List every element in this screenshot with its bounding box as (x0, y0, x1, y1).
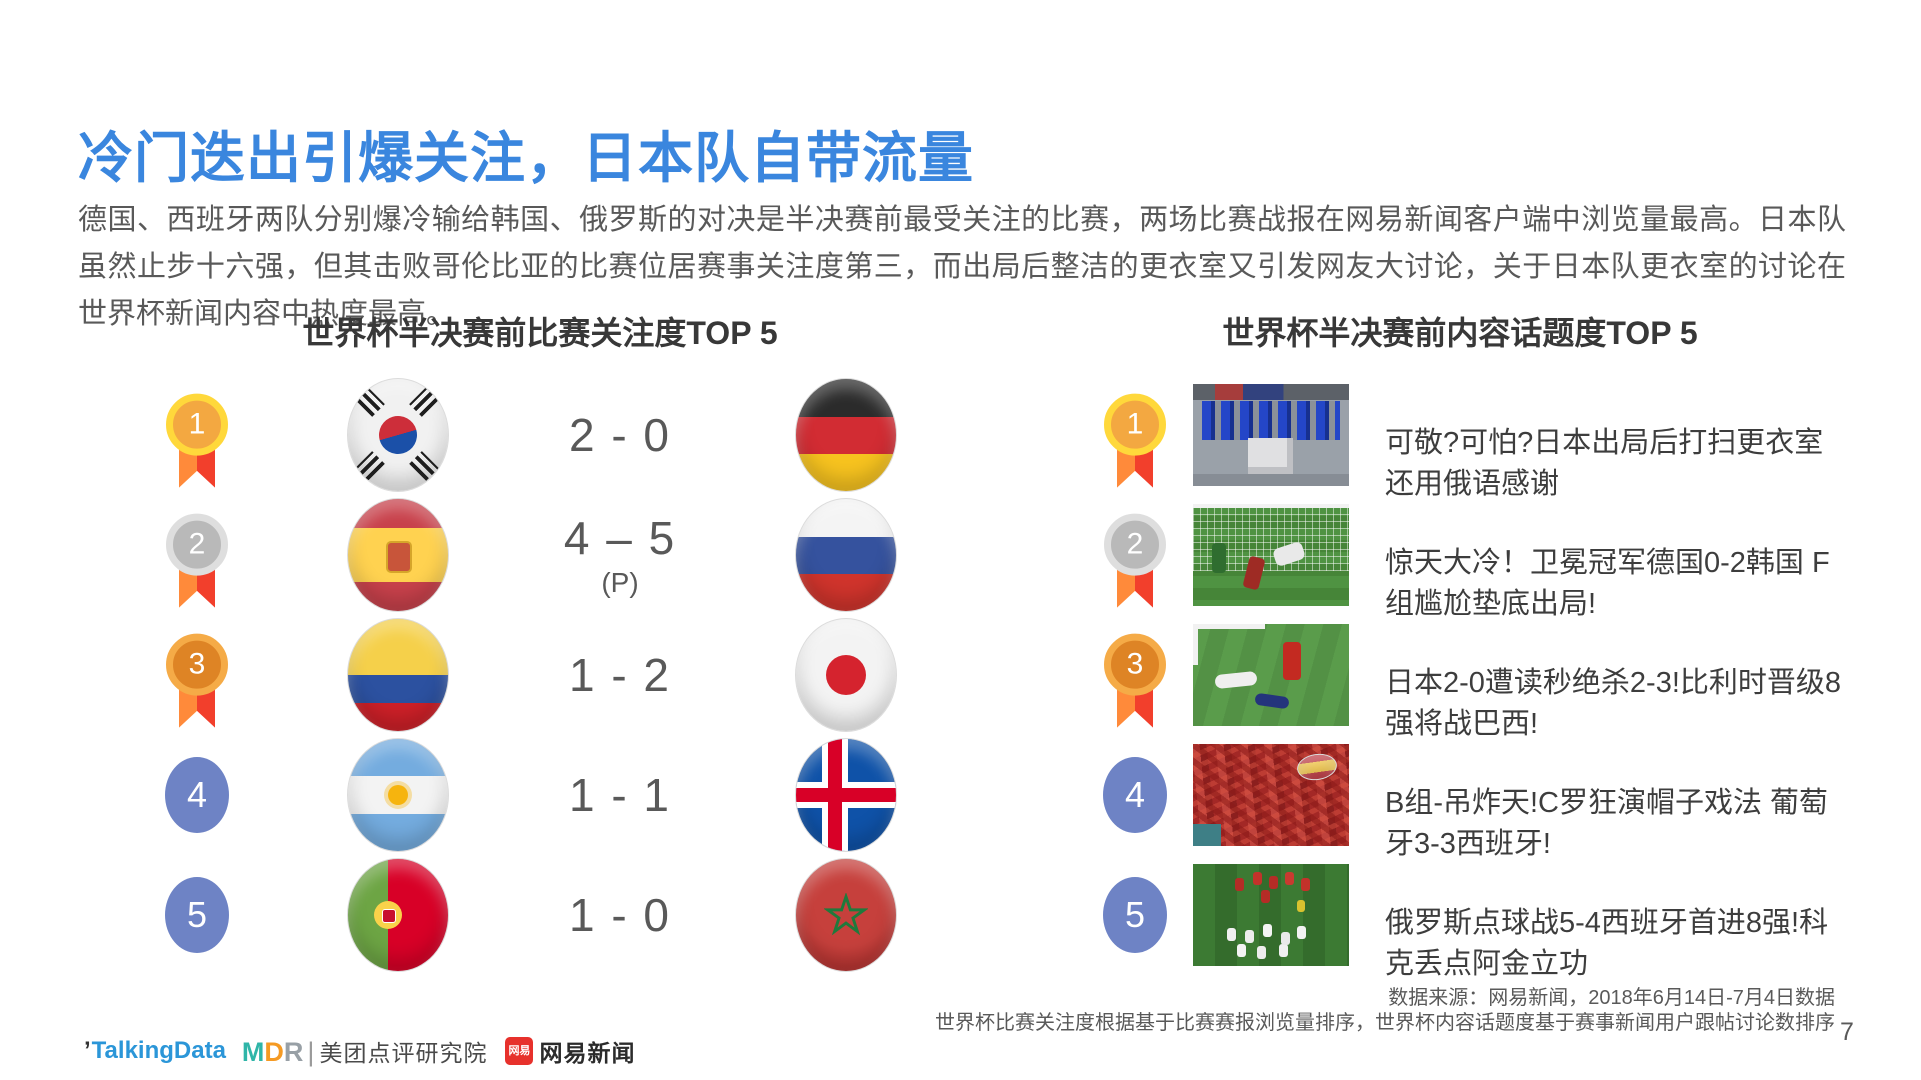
topic-headline: 日本2-0遭读秒绝杀2-3!比利时晋级8强将战巴西! (1385, 667, 1842, 740)
topic-row-2: 2 惊天大冷！卫冕冠军德国0-2韩国 F组尴尬垫底出局! (1090, 495, 1880, 620)
thumbnail-spain-fans-stand (1193, 744, 1349, 846)
flag-japan-icon (795, 618, 897, 732)
mdr-logo: MDR | 美团点评研究院 (241, 1037, 488, 1067)
rank-number: 5 (1124, 894, 1146, 935)
penalty-note: (P) (601, 567, 639, 598)
rank-5-badge: 5 (1103, 877, 1167, 953)
page-title: 冷门迭出引爆关注，日本队自带流量 (78, 126, 975, 189)
flag-argentina-icon (347, 738, 449, 852)
match-row-1: 1 2 - 0 (140, 375, 940, 495)
rank-5-badge: 5 (165, 877, 229, 953)
rank-number: 1 (188, 407, 206, 441)
match-row-4: 4 1 - 1 (140, 735, 940, 855)
topic-headline: B组-吊炸天!C罗狂演帽子戏法 葡萄牙3-3西班牙! (1385, 787, 1829, 860)
data-source-note: 数据来源：网易新闻，2018年6月14日-7月4日数据 世界杯比赛关注度根据基于… (735, 986, 1835, 1036)
netease-logo-icon: 网易 (505, 1037, 534, 1065)
match-score: 1 - 1 (568, 769, 672, 821)
page-number: 7 (1840, 1018, 1854, 1046)
topic-row-3: 3 日本2-0遭读秒绝杀2-3!比利时晋级8强将战巴西! (1090, 615, 1880, 740)
rank-number: 4 (1124, 774, 1146, 815)
rank-1-medal-icon: 1 (1103, 393, 1167, 488)
flag-south-korea-icon (347, 378, 449, 492)
topic-row-4: 4 B组-吊炸天!C罗狂演帽子戏法 葡萄牙3-3西班牙! (1090, 735, 1880, 860)
rank-number: 2 (188, 527, 206, 561)
match-attention-list: 1 2 - 0 2 4 – 5 (P) (140, 375, 940, 975)
rank-number: 2 (1126, 527, 1144, 561)
rank-3-medal-icon: 3 (165, 633, 229, 728)
match-score: 1 - 0 (568, 889, 672, 941)
topic-headline: 惊天大冷！卫冕冠军德国0-2韩国 F组尴尬垫底出局! (1385, 547, 1830, 620)
footer-logos: ’ TalkingData MDR | 美团点评研究院 网易 网易新闻 (84, 1034, 635, 1068)
rank-number: 4 (186, 774, 208, 815)
topic-row-5: 5 俄罗斯点球战5-4西班牙首进8强!科克丢点阿金立功 (1090, 855, 1880, 980)
flag-germany-icon (795, 378, 897, 492)
data-source-line1: 数据来源：网易新闻，2018年6月14日-7月4日数据 (1388, 987, 1835, 1009)
rank-3-medal-icon: 3 (1103, 633, 1167, 728)
match-row-2: 2 4 – 5 (P) (140, 495, 940, 615)
match-score: 1 - 2 (568, 649, 672, 701)
rank-4-badge: 4 (165, 757, 229, 833)
thumbnail-russia-celebration (1193, 864, 1349, 966)
right-panel-title: 世界杯半决赛前内容话题度TOP 5 (1222, 315, 1698, 351)
rank-2-medal-icon: 2 (165, 513, 229, 608)
rank-number: 5 (186, 894, 208, 935)
flag-portugal-icon (347, 858, 449, 972)
rank-number: 1 (1126, 407, 1144, 441)
meituan-dianping-institute-label: 美团点评研究院 (319, 1040, 488, 1066)
content-topic-list: 1 可敬?可怕?日本出局后打扫更衣室 还用俄语感谢 2 惊天大冷！卫冕冠军德国0… (1090, 375, 1880, 980)
talkingdata-logo: TalkingData (91, 1037, 226, 1064)
flag-colombia-icon (347, 618, 449, 732)
rank-number: 3 (1126, 647, 1144, 681)
talkingdata-tick-icon: ’ (84, 1037, 91, 1064)
thumbnail-japan-belgium-pitch (1193, 624, 1349, 726)
match-score: 2 - 0 (568, 409, 672, 461)
netease-news-label: 网易新闻 (539, 1040, 636, 1066)
thumbnail-japan-locker-room (1193, 384, 1349, 486)
thumbnail-germany-korea-goal (1193, 504, 1349, 606)
flag-russia-icon (795, 498, 897, 612)
match-row-5: 5 1 - 0 (140, 855, 940, 975)
rank-2-medal-icon: 2 (1103, 513, 1167, 608)
match-row-3: 3 1 - 2 (140, 615, 940, 735)
match-score: 4 – 5 (P) (530, 511, 710, 599)
left-panel-title: 世界杯半决赛前比赛关注度TOP 5 (302, 315, 778, 351)
topic-row-1: 1 可敬?可怕?日本出局后打扫更衣室 还用俄语感谢 (1090, 375, 1880, 500)
flag-morocco-icon (795, 858, 897, 972)
rank-4-badge: 4 (1103, 757, 1167, 833)
intro-paragraph: 德国、西班牙两队分别爆冷输给韩国、俄罗斯的对决是半决赛前最受关注的比赛，两场比赛… (78, 204, 1846, 330)
flag-iceland-icon (795, 738, 897, 852)
topic-headline: 俄罗斯点球战5-4西班牙首进8强!科克丢点阿金立功 (1385, 907, 1829, 980)
data-source-line2: 世界杯比赛关注度根据基于比赛赛报浏览量排序，世界杯内容话题度基于赛事新闻用户跟帖… (935, 1012, 1835, 1034)
flag-spain-icon (347, 498, 449, 612)
rank-1-medal-icon: 1 (165, 393, 229, 488)
rank-number: 3 (188, 647, 206, 681)
topic-headline: 可敬?可怕?日本出局后打扫更衣室 还用俄语感谢 (1385, 427, 1824, 500)
